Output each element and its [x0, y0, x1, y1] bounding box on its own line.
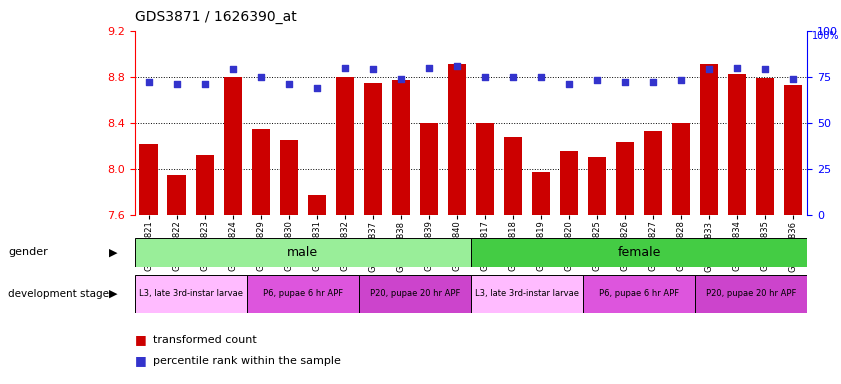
Text: ▶: ▶	[109, 247, 118, 258]
Text: GDS3871 / 1626390_at: GDS3871 / 1626390_at	[135, 10, 296, 23]
Bar	[224, 77, 241, 215]
Bar	[644, 131, 662, 215]
Bar	[140, 144, 157, 215]
Text: P20, pupae 20 hr APF: P20, pupae 20 hr APF	[370, 289, 460, 298]
Point	[226, 66, 240, 73]
Bar	[251, 129, 270, 215]
Bar	[279, 140, 298, 215]
Text: P6, pupae 6 hr APF: P6, pupae 6 hr APF	[262, 289, 343, 298]
Bar	[246, 275, 359, 313]
Text: percentile rank within the sample: percentile rank within the sample	[153, 356, 341, 366]
Point	[479, 74, 492, 80]
Text: transformed count: transformed count	[153, 335, 257, 345]
Point	[254, 74, 267, 80]
Text: female: female	[617, 246, 661, 259]
Point	[731, 65, 744, 71]
Bar	[504, 137, 522, 215]
Bar	[583, 275, 696, 313]
Point	[647, 79, 660, 85]
Point	[198, 81, 211, 87]
Point	[506, 74, 520, 80]
Point	[759, 66, 772, 73]
Point	[534, 74, 547, 80]
Point	[170, 81, 183, 87]
Bar	[588, 157, 606, 215]
Point	[142, 79, 156, 85]
Text: male: male	[287, 246, 319, 259]
Point	[282, 81, 295, 87]
Point	[674, 78, 688, 84]
Bar	[135, 238, 471, 267]
Bar	[696, 275, 807, 313]
Bar	[363, 83, 382, 215]
Bar	[471, 238, 807, 267]
Bar	[167, 175, 186, 215]
Bar	[336, 77, 354, 215]
Bar	[672, 123, 690, 215]
Bar	[135, 275, 246, 313]
Point	[338, 65, 352, 71]
Text: P20, pupae 20 hr APF: P20, pupae 20 hr APF	[706, 289, 796, 298]
Bar	[359, 275, 471, 313]
Point	[702, 66, 716, 73]
Point	[366, 66, 379, 73]
Text: ▶: ▶	[109, 289, 118, 299]
Bar	[420, 123, 438, 215]
Bar	[392, 80, 410, 215]
Bar	[784, 85, 802, 215]
Bar	[616, 142, 634, 215]
Point	[394, 76, 408, 82]
Bar	[476, 123, 494, 215]
Text: development stage: development stage	[8, 289, 109, 299]
Point	[422, 65, 436, 71]
Bar	[195, 155, 214, 215]
Text: L3, late 3rd-instar larvae: L3, late 3rd-instar larvae	[475, 289, 579, 298]
Bar	[532, 172, 550, 215]
Bar	[471, 275, 583, 313]
Bar	[728, 74, 746, 215]
Text: 100%: 100%	[812, 31, 839, 41]
Point	[563, 81, 576, 87]
Bar	[447, 64, 466, 215]
Point	[450, 63, 463, 69]
Point	[310, 85, 324, 91]
Point	[786, 76, 800, 82]
Text: gender: gender	[8, 247, 48, 258]
Text: L3, late 3rd-instar larvae: L3, late 3rd-instar larvae	[139, 289, 242, 298]
Text: ■: ■	[135, 333, 146, 346]
Bar	[560, 151, 578, 215]
Bar	[756, 78, 775, 215]
Text: ■: ■	[135, 354, 146, 367]
Bar	[700, 64, 718, 215]
Point	[618, 79, 632, 85]
Point	[590, 78, 604, 84]
Text: P6, pupae 6 hr APF: P6, pupae 6 hr APF	[599, 289, 680, 298]
Bar	[308, 195, 325, 215]
